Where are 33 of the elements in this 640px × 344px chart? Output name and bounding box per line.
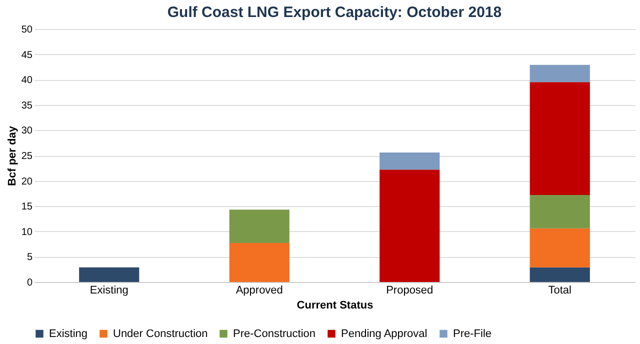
y-tick-label: 15 <box>21 202 33 213</box>
y-tick-label: 40 <box>21 75 33 86</box>
bar <box>229 243 290 282</box>
legend-label: Pre-Construction <box>233 328 316 340</box>
x-tick-label: Existing <box>90 284 128 296</box>
bar <box>229 210 290 244</box>
y-tick-label: 10 <box>21 226 33 238</box>
bar <box>79 267 140 282</box>
bar <box>530 82 590 195</box>
y-tick-label: 50 <box>21 24 33 36</box>
x-axis-title: Current Status <box>296 300 374 312</box>
y-tick-label: 25 <box>21 151 33 162</box>
x-tick-label: Proposed <box>386 284 434 296</box>
y-tick-label: 5 <box>26 252 33 264</box>
y-tick-label: 30 <box>21 126 33 137</box>
bar <box>530 64 590 82</box>
bar <box>380 152 440 170</box>
x-tick-label: Total <box>548 284 572 296</box>
legend-label: Pending Approval <box>341 328 428 340</box>
bar <box>530 267 590 282</box>
bar <box>380 170 440 282</box>
y-axis-title: Bcf per day <box>6 125 18 186</box>
legend-label: Pre-File <box>453 328 492 340</box>
y-tick-label: 35 <box>21 100 33 112</box>
legend-label: Under Construction <box>113 328 208 340</box>
bar <box>530 228 590 268</box>
y-tick-label: 20 <box>21 176 33 188</box>
chart-title: Gulf Coast LNG Export Capacity: October 2018 <box>167 4 502 21</box>
y-tick-label: 45 <box>21 50 33 61</box>
y-tick-label: 0 <box>26 278 33 288</box>
legend-label: Existing <box>49 328 88 340</box>
bar <box>530 194 590 228</box>
x-tick-label: Approved <box>236 284 283 296</box>
